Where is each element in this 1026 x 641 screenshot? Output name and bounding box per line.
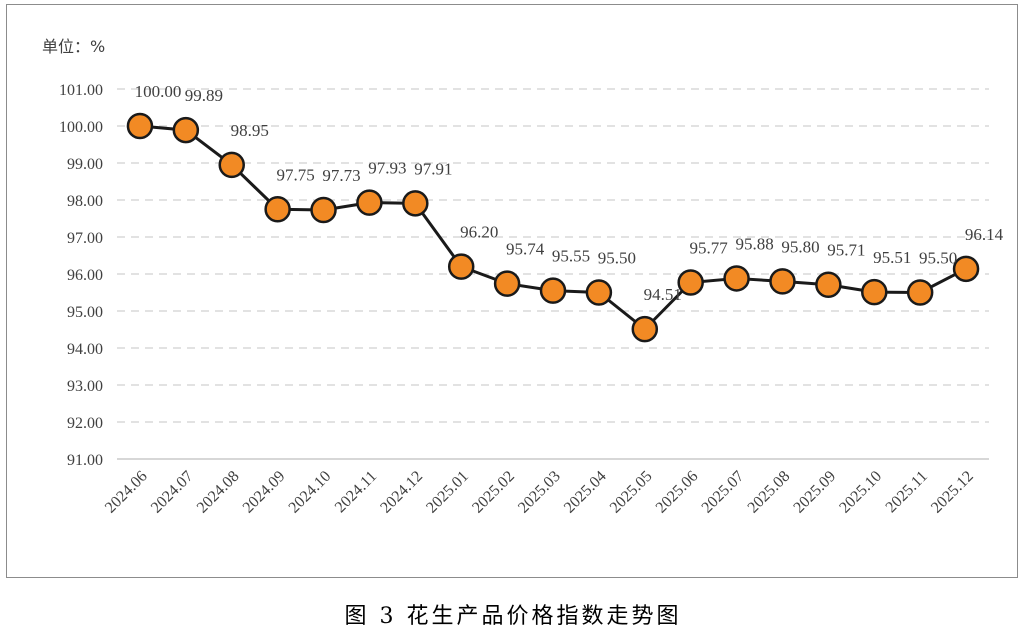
data-label: 95.88	[735, 234, 773, 253]
data-point	[861, 278, 888, 306]
data-label: 97.73	[322, 166, 360, 185]
data-label: 96.14	[965, 225, 1004, 244]
y-tick-label: 98.00	[67, 193, 103, 210]
x-tick-label: 2025.08	[745, 468, 794, 517]
figure-caption: 图 3 花生产品价格指数走势图	[344, 604, 682, 629]
x-tick-label: 2025.02	[469, 468, 518, 517]
x-tick-label: 2024.07	[148, 468, 197, 517]
x-tick-label: 2024.10	[286, 468, 335, 517]
data-label: 95.55	[552, 247, 590, 266]
data-point	[218, 151, 245, 179]
x-tick-label: 2025.07	[699, 468, 748, 517]
data-label: 97.91	[414, 159, 452, 178]
y-tick-label: 97.00	[67, 230, 103, 247]
data-point	[585, 279, 613, 306]
data-label: 96.20	[460, 223, 498, 242]
unit-label: 单位：%	[42, 37, 106, 56]
data-point	[310, 196, 337, 224]
x-tick-label: 2025.03	[515, 468, 564, 517]
x-tick-label: 2024.12	[377, 468, 426, 517]
data-point	[447, 253, 475, 280]
y-tick-label: 93.00	[67, 378, 103, 395]
x-tick-label: 2025.05	[607, 468, 656, 517]
data-point	[356, 189, 383, 216]
x-tick-label: 2024.11	[332, 468, 380, 516]
data-label: 97.75	[277, 165, 315, 184]
data-label: 95.50	[919, 249, 957, 268]
data-label: 95.50	[598, 249, 636, 268]
y-tick-label: 99.00	[67, 156, 103, 173]
y-tick-label: 100.00	[59, 119, 103, 136]
data-label: 97.93	[368, 159, 406, 178]
data-point	[402, 190, 429, 217]
x-tick-label: 2025.01	[423, 468, 472, 517]
x-tick-label: 2024.08	[194, 468, 243, 517]
y-tick-label: 94.00	[67, 341, 103, 358]
data-point	[539, 277, 567, 304]
x-tick-label: 2024.09	[240, 468, 289, 517]
x-tick-label: 2025.12	[928, 468, 977, 517]
y-tick-label: 91.00	[67, 452, 103, 469]
data-point	[126, 112, 154, 140]
data-label: 95.71	[827, 241, 865, 260]
data-point	[631, 315, 659, 343]
x-tick-label: 2025.11	[883, 468, 931, 516]
line-chart: 101.00 100.00 99.00 98.00 97.00 96.00 95.00 94.…	[59, 82, 1004, 517]
x-tick-label: 2025.09	[790, 468, 839, 517]
data-point	[815, 271, 842, 298]
y-tick-label: 92.00	[67, 415, 103, 432]
x-tick-label: 2025.04	[561, 468, 610, 517]
x-tick-label: 2025.10	[836, 468, 885, 517]
data-point	[677, 269, 704, 296]
data-label: 94.51	[644, 285, 682, 304]
y-tick-label: 101.00	[59, 82, 103, 99]
data-label: 98.95	[231, 121, 269, 140]
data-label: 95.80	[781, 237, 819, 256]
data-point	[952, 255, 980, 283]
data-label: 95.74	[506, 240, 545, 259]
x-tick-label: 2025.06	[653, 468, 702, 517]
data-label: 100.00	[135, 82, 182, 101]
data-point	[493, 270, 521, 297]
data-label: 99.89	[185, 86, 223, 105]
data-point	[906, 279, 934, 306]
data-point	[769, 268, 796, 295]
data-point	[264, 196, 291, 223]
data-label: 95.51	[873, 248, 911, 267]
data-point	[172, 116, 200, 144]
data-point	[723, 265, 750, 292]
data-label: 95.77	[690, 239, 729, 258]
y-tick-label: 96.00	[67, 267, 103, 284]
x-tick-label: 2024.06	[102, 468, 151, 517]
y-tick-label: 95.00	[67, 304, 103, 321]
